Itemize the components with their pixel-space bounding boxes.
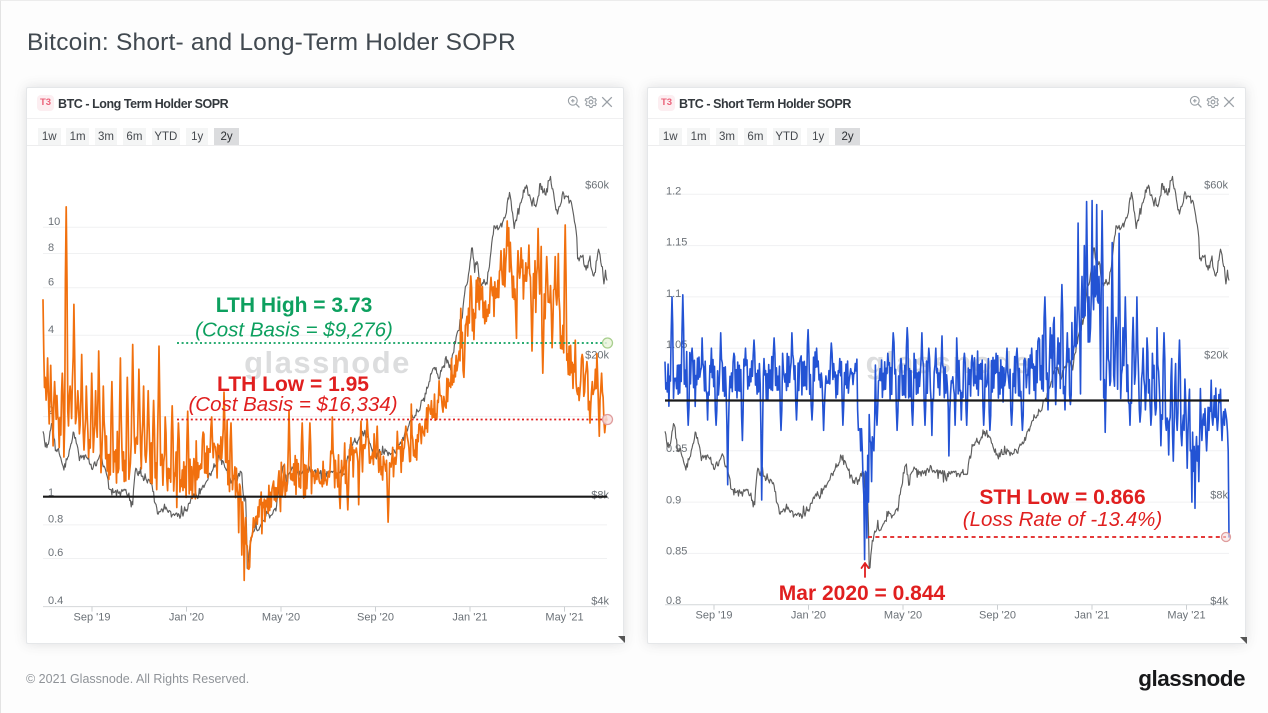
svg-text:(Cost Basis = $16,334): (Cost Basis = $16,334): [188, 393, 397, 416]
svg-text:10: 10: [48, 216, 60, 228]
svg-text:1: 1: [48, 487, 54, 499]
svg-text:2: 2: [48, 405, 54, 417]
svg-text:May '21: May '21: [545, 611, 583, 623]
svg-text:$60k: $60k: [1204, 180, 1228, 192]
svg-text:Sep '20: Sep '20: [357, 611, 394, 623]
svg-text:May '20: May '20: [884, 610, 922, 622]
svg-text:0.85: 0.85: [666, 546, 687, 558]
svg-text:0.6: 0.6: [48, 547, 63, 559]
svg-text:LTH Low = 1.95: LTH Low = 1.95: [217, 373, 369, 396]
svg-text:0.9: 0.9: [666, 494, 681, 506]
svg-text:Sep '20: Sep '20: [979, 610, 1016, 622]
svg-text:1.2: 1.2: [666, 185, 681, 197]
svg-text:STH Low = 0.866: STH Low = 0.866: [979, 486, 1145, 509]
svg-text:0.8: 0.8: [666, 595, 681, 607]
svg-text:$4k: $4k: [1210, 595, 1228, 607]
svg-text:8: 8: [48, 242, 54, 254]
svg-text:glassnode: glassnode: [244, 345, 411, 380]
svg-text:4: 4: [48, 324, 54, 336]
svg-text:$8k: $8k: [591, 490, 609, 502]
svg-text:Sep '19: Sep '19: [74, 611, 111, 623]
svg-text:(Cost Basis = $9,276): (Cost Basis = $9,276): [195, 319, 393, 342]
svg-text:$60k: $60k: [585, 180, 609, 192]
svg-text:May '20: May '20: [262, 611, 300, 623]
svg-text:0.8: 0.8: [48, 513, 63, 525]
svg-text:May '21: May '21: [1167, 610, 1205, 622]
svg-text:Sep '19: Sep '19: [696, 610, 733, 622]
svg-text:1.15: 1.15: [666, 237, 687, 249]
svg-text:Jan '21: Jan '21: [1074, 610, 1109, 622]
svg-text:$4k: $4k: [591, 595, 609, 607]
svg-text:(Loss Rate of -13.4%): (Loss Rate of -13.4%): [963, 508, 1162, 531]
svg-text:Jan '20: Jan '20: [791, 610, 826, 622]
svg-text:LTH High = 3.73: LTH High = 3.73: [216, 294, 373, 317]
svg-text:Jan '21: Jan '21: [452, 611, 487, 623]
svg-text:0.4: 0.4: [48, 595, 63, 607]
svg-text:$20k: $20k: [1204, 350, 1228, 362]
svg-text:$8k: $8k: [1210, 490, 1228, 502]
svg-text:Mar 2020 = 0.844: Mar 2020 = 0.844: [779, 582, 946, 605]
svg-text:6: 6: [48, 276, 54, 288]
svg-text:1.1: 1.1: [666, 288, 681, 300]
svg-text:Jan '20: Jan '20: [169, 611, 204, 623]
